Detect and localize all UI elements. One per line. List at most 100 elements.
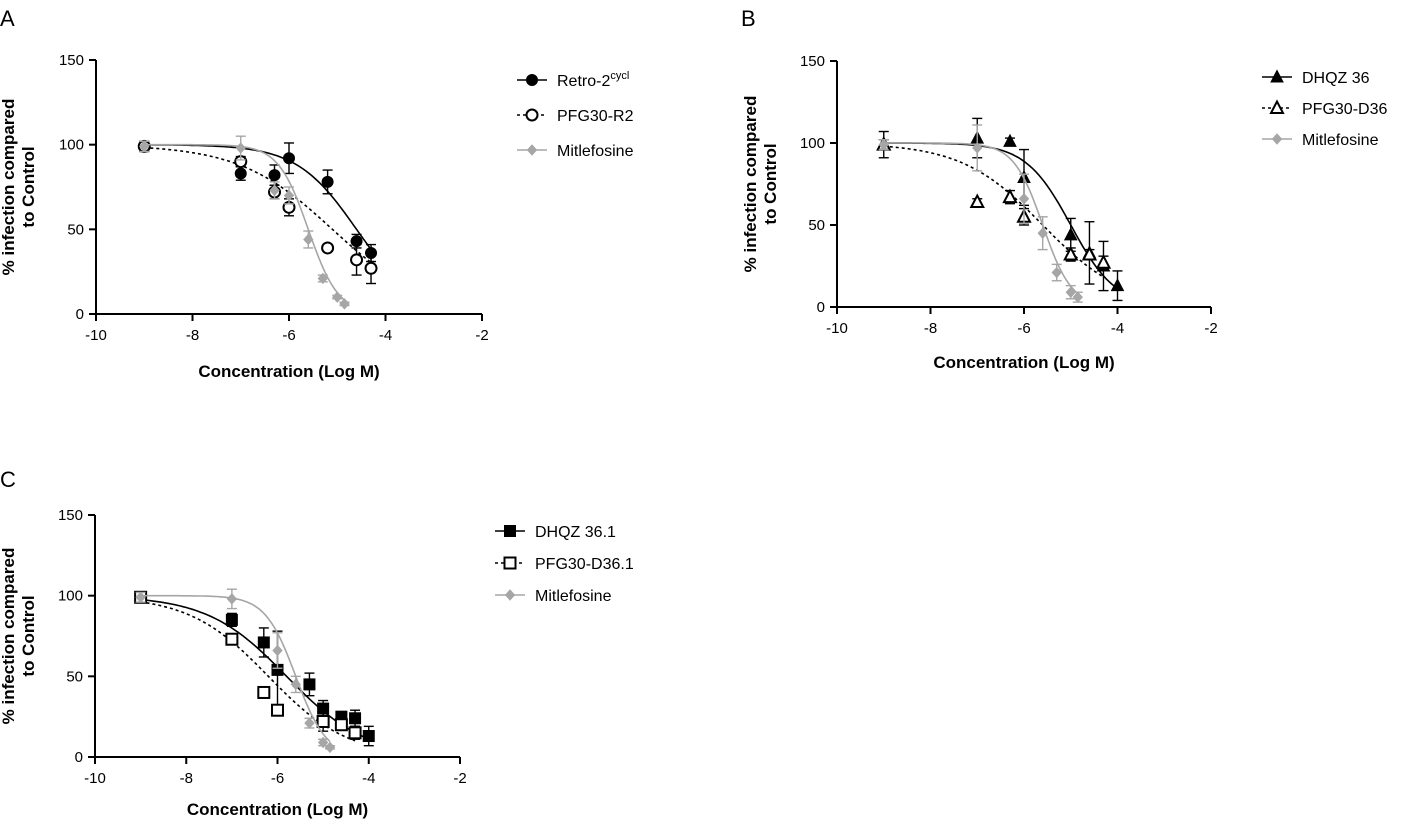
- legend-label-name: PFG30-R2: [557, 108, 634, 125]
- legend-entry: PFG30-D36: [1262, 99, 1387, 118]
- data-point: [235, 142, 246, 154]
- x-tick-label: -10: [85, 327, 107, 344]
- x-tick-label: -8: [186, 327, 199, 344]
- x-axis-title: Concentration (Log M): [198, 362, 379, 381]
- legend-entry: Mitlefosine: [1262, 132, 1379, 149]
- x-tick-label: -4: [379, 327, 392, 344]
- data-point: [1095, 254, 1112, 269]
- legend-label: Mitlefosine: [535, 588, 612, 605]
- data-point: [272, 644, 283, 657]
- y-axis-title-line2: to Control: [19, 146, 38, 227]
- data-point: [1002, 188, 1018, 204]
- y-tick-label: 150: [59, 52, 84, 69]
- series-pfg30-d36-1: [134, 590, 362, 742]
- legend-marker: [525, 108, 539, 122]
- series-dhqz-36: [876, 117, 1125, 302]
- legend-label-name: Mitlefosine: [557, 143, 634, 160]
- data-point: [321, 175, 334, 188]
- data-point: [362, 730, 375, 743]
- fit-curve: [140, 598, 370, 740]
- data-point: [316, 715, 330, 729]
- x-tick-label: -8: [180, 770, 193, 787]
- legend-label-name: PFG30-D36: [1302, 101, 1387, 118]
- data-point: [878, 138, 889, 151]
- data-point: [1037, 227, 1048, 239]
- data-point: [1065, 286, 1076, 298]
- legend-marker: [526, 74, 538, 86]
- x-axis-title: Concentration (Log M): [187, 800, 368, 819]
- y-axis-title-line2: to Control: [761, 143, 780, 224]
- fit-curve: [883, 142, 1079, 295]
- data-point: [1063, 227, 1078, 241]
- panel-letter: B: [741, 6, 756, 31]
- data-point: [324, 741, 336, 754]
- y-tick-label: 150: [58, 507, 83, 524]
- data-point: [1110, 278, 1125, 292]
- series-mitlefosine: [878, 124, 1083, 303]
- series-pfg30-d36: [876, 135, 1112, 278]
- legend-marker: [503, 556, 517, 570]
- y-axis-title: % infection comparedto Control: [741, 96, 780, 273]
- panel-b: B -10 -8 -6 -4 -2 0 50 100 150 Concentration (Log …: [741, 6, 1387, 372]
- y-tick-label: 0: [76, 306, 84, 323]
- legend-entry: Retro-2cycl: [517, 70, 629, 90]
- data-point: [349, 712, 362, 725]
- x-tick-label: -4: [362, 770, 375, 787]
- series-mitlefosine: [135, 588, 336, 754]
- fit-curve: [883, 142, 1118, 290]
- legend-label-name: PFG30-D36.1: [535, 556, 634, 573]
- data-point: [257, 636, 270, 649]
- data-point: [234, 167, 247, 180]
- legend-label-name: Mitlefosine: [535, 588, 612, 605]
- legend-label-name: Retro-2: [557, 73, 610, 90]
- data-point: [271, 703, 284, 717]
- x-tick-label: -10: [84, 770, 106, 787]
- data-point: [317, 272, 328, 285]
- data-point: [283, 189, 295, 202]
- panel-letter: A: [0, 6, 15, 31]
- legend-entry: Mitlefosine: [517, 143, 634, 160]
- data-point: [303, 233, 314, 246]
- legend-entry: Mitlefosine: [495, 588, 612, 605]
- data-point: [257, 685, 271, 699]
- data-point: [1081, 245, 1098, 261]
- legend-label: Mitlefosine: [1302, 132, 1379, 149]
- legend-label: DHQZ 36: [1302, 70, 1370, 87]
- data-point: [268, 169, 281, 182]
- data-point: [350, 253, 364, 267]
- legend-entry: DHQZ 36.1: [495, 524, 616, 541]
- y-tick-label: 50: [808, 217, 825, 234]
- x-tick-label: -6: [1017, 320, 1030, 337]
- legend-entry: PFG30-D36.1: [495, 556, 634, 573]
- data-point: [332, 291, 343, 303]
- y-axis-title: % infection comparedto Control: [0, 99, 38, 276]
- legend-label-name: DHQZ 36.1: [535, 524, 616, 541]
- legend-label-name: Mitlefosine: [1302, 132, 1379, 149]
- data-point: [339, 298, 350, 310]
- data-point: [334, 718, 348, 732]
- data-point: [304, 717, 315, 729]
- data-point: [1018, 193, 1030, 205]
- legend-marker: [526, 144, 538, 156]
- x-tick-label: -2: [1204, 320, 1217, 337]
- data-point: [972, 142, 983, 154]
- data-point: [1003, 133, 1017, 147]
- panel-a: A -10 -8 -6 -4 -2 0 50 100 150 Concentration (Log …: [0, 6, 634, 381]
- panel-letter: C: [0, 467, 16, 492]
- data-point: [1063, 245, 1079, 261]
- y-axis-title-line1: % infection compared: [0, 548, 18, 725]
- legend-label: Mitlefosine: [557, 143, 634, 160]
- y-tick-label: 100: [58, 588, 83, 605]
- series-mitlefosine: [139, 135, 350, 310]
- legend-entry: DHQZ 36: [1262, 69, 1370, 87]
- data-point: [364, 261, 378, 275]
- data-point: [225, 613, 238, 626]
- data-point: [290, 678, 301, 691]
- legend-label-superscript: cycl: [610, 70, 629, 82]
- legend-label: DHQZ 36.1: [535, 524, 616, 541]
- data-point: [1051, 266, 1062, 279]
- y-tick-label: 0: [75, 749, 83, 766]
- data-point: [321, 241, 335, 255]
- y-axis-title-line1: % infection compared: [741, 96, 760, 273]
- data-point: [225, 632, 239, 646]
